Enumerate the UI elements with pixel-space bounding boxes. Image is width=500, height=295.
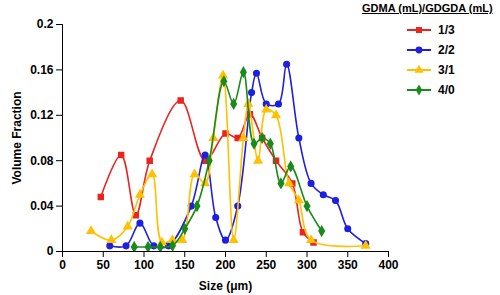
svg-text:Size (μm): Size (μm) <box>199 279 252 293</box>
svg-text:0.04: 0.04 <box>30 199 54 213</box>
svg-text:250: 250 <box>256 258 276 272</box>
svg-text:100: 100 <box>134 258 154 272</box>
html-text:4/0: 4/0 <box>438 83 455 97</box>
html-text:1/3: 1/3 <box>438 23 455 37</box>
svg-text:350: 350 <box>338 258 358 272</box>
svg-text:Volume Fraction: Volume Fraction <box>10 91 24 184</box>
html-text:GDMA (mL)/GDGDA (mL): GDMA (mL)/GDGDA (mL) <box>362 2 493 14</box>
svg-text:50: 50 <box>97 258 111 272</box>
svg-text:0.08: 0.08 <box>30 154 54 168</box>
html-text:2/2: 2/2 <box>438 43 455 57</box>
svg-text:0: 0 <box>59 258 66 272</box>
html-text:3/1: 3/1 <box>438 63 455 77</box>
svg-text:0.16: 0.16 <box>30 63 54 77</box>
svg-text:400: 400 <box>378 258 398 272</box>
svg-text:0.12: 0.12 <box>30 108 54 122</box>
svg-text:0.2: 0.2 <box>37 17 54 31</box>
svg-text:200: 200 <box>215 258 235 272</box>
svg-text:0: 0 <box>47 244 54 258</box>
svg-text:150: 150 <box>175 258 195 272</box>
svg-text:300: 300 <box>297 258 317 272</box>
